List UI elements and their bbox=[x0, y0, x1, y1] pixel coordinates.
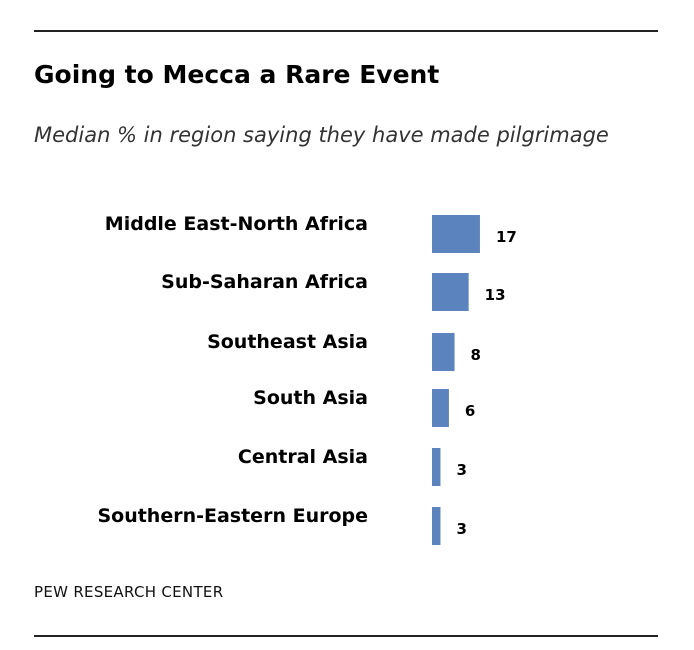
category-label: Southeast Asia bbox=[207, 331, 368, 353]
value-label: 17 bbox=[496, 228, 517, 246]
value-label: 8 bbox=[471, 346, 481, 364]
value-label: 3 bbox=[456, 520, 466, 538]
value-label: 3 bbox=[456, 461, 466, 479]
value-label: 6 bbox=[465, 402, 475, 420]
category-label: Central Asia bbox=[238, 446, 368, 468]
category-label: Middle East-North Africa bbox=[105, 213, 368, 235]
category-label: Southern-Eastern Europe bbox=[97, 505, 368, 527]
source-credit: PEW RESEARCH CENTER bbox=[34, 583, 224, 601]
category-label: South Asia bbox=[253, 387, 368, 409]
bar bbox=[432, 448, 441, 486]
chart-title: Going to Mecca a Rare Event bbox=[34, 60, 440, 89]
bar bbox=[432, 507, 441, 545]
bottom-rule bbox=[34, 635, 658, 637]
bar bbox=[432, 273, 469, 311]
bar bbox=[432, 215, 480, 253]
chart-subtitle: Median % in region saying they have made… bbox=[34, 123, 609, 147]
bar bbox=[432, 333, 455, 371]
top-rule bbox=[34, 30, 658, 32]
value-label: 13 bbox=[485, 286, 506, 304]
category-label: Sub-Saharan Africa bbox=[161, 271, 368, 293]
bar bbox=[432, 389, 449, 427]
